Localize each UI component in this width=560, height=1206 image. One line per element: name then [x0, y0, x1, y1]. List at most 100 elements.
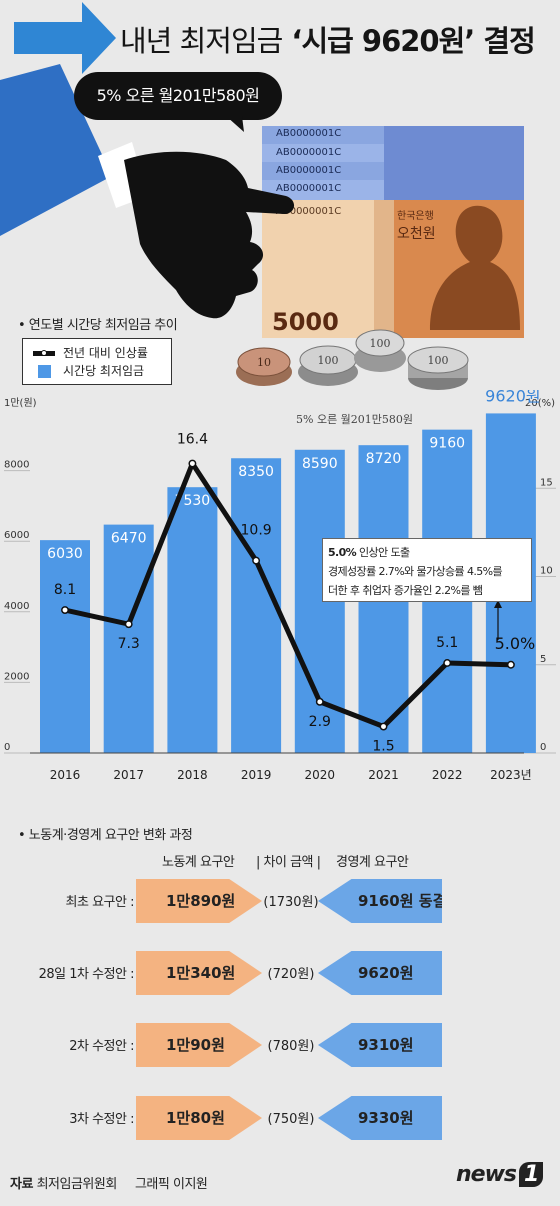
note-name: 오천원: [397, 226, 436, 242]
bar-2018: [167, 487, 218, 753]
note-line1: 인상안 도출: [356, 546, 410, 559]
rate-point-2017: [124, 620, 133, 629]
bar-value-label-2023년: 9620원: [485, 390, 540, 405]
coin-label-4: 100: [428, 354, 449, 367]
rate-point-2023년: [506, 660, 515, 669]
section1-label: • 연도별 시간당 최저임금 추이: [18, 318, 178, 333]
bank-name: 한국은행: [397, 210, 434, 222]
diff-1: (1730원): [263, 895, 319, 910]
labor-arrow-1: 1만890원: [136, 879, 262, 923]
coin-label-1: 10: [257, 356, 271, 369]
bar-value-label-2022: 9160: [429, 436, 465, 452]
right-tick-label-0: 0: [540, 742, 546, 753]
bar-2019: [231, 458, 282, 753]
left-tick-label-0: 0: [4, 742, 10, 753]
x-tick-label-2020: 2020: [305, 768, 336, 782]
labor-arrow-4: 1만80원: [136, 1096, 262, 1140]
hand-illustration: [0, 64, 295, 319]
title-lead: 내년 최저임금: [120, 24, 283, 58]
legend-line-swatch: [33, 350, 55, 356]
speech-bubble: 5% 오른 월201만580원: [74, 72, 282, 120]
graphic-credit: 이지원: [173, 1177, 208, 1192]
bar-value-label-2021: 8720: [366, 451, 402, 467]
rate-point-2016: [61, 606, 69, 614]
news1-logo: news 1: [456, 1162, 544, 1187]
x-tick-label-2016: 2016: [50, 768, 81, 782]
left-tick-label-8000: 8000: [4, 460, 29, 471]
footer-credits: 자료 최저임금위원회 그래픽 이지원: [10, 1173, 208, 1192]
source: 최저임금위원회: [36, 1177, 118, 1192]
left-tick-label-6000: 6000: [4, 530, 29, 541]
graphic-label: 그래픽: [134, 1177, 170, 1192]
legend-label-wage: 시간당 최저임금: [63, 364, 145, 378]
section2-label: • 노동계·경영계 요구안 변화 과정: [18, 828, 193, 843]
bar-value-label-2016: 6030: [47, 546, 83, 562]
note-value: 5000: [272, 308, 339, 336]
x-tick-label-2017: 2017: [113, 768, 144, 782]
row-label-3: 2차 수정안 :: [69, 1039, 134, 1054]
left-tick-label-2000: 2000: [4, 671, 29, 682]
legend-bar-swatch: [38, 365, 51, 378]
x-tick-label-2023년: 2023년: [490, 768, 532, 782]
rate-label-2019: 10.9: [241, 523, 272, 539]
arrow-icon: [14, 2, 116, 74]
rate-label-2016: 8.1: [54, 582, 76, 598]
rate-point-2020: [315, 697, 324, 706]
rate-label-2018: 16.4: [177, 432, 208, 448]
note-pointer-head: [494, 600, 502, 608]
serial-1: AB0000001C: [276, 128, 341, 139]
labor-arrow-2: 1만340원: [136, 951, 262, 995]
serial-4: AB0000001C: [276, 183, 341, 194]
diff-2: (720원): [267, 967, 315, 982]
coins: 10 100 100 100: [236, 329, 469, 390]
legend-item-rate: 전년 대비 인상률: [33, 344, 148, 362]
header-business: 경영계 요구안: [336, 855, 409, 870]
diff-3: (780원): [267, 1039, 315, 1054]
page-title: 내년 최저임금 ‘시급 9620원’ 결정: [120, 18, 536, 60]
title-main: ‘시급 9620원’ 결정: [291, 24, 535, 58]
right-tick-label-15: 15: [540, 477, 553, 488]
left-axis-unit: 1만(원): [4, 397, 37, 409]
chart-watermark: 5% 오른 월201만580원: [296, 413, 413, 426]
logo-number: 1: [519, 1162, 544, 1187]
bar-value-label-2019: 8350: [238, 464, 274, 480]
x-tick-label-2019: 2019: [241, 768, 272, 782]
rate-label-2022: 5.1: [436, 635, 458, 651]
business-arrow-3: 9310원: [318, 1023, 442, 1067]
chart-legend: 전년 대비 인상률 시간당 최저임금: [22, 338, 172, 385]
bar-value-label-2020: 8590: [302, 456, 338, 472]
banknote-stack: [262, 126, 524, 338]
coin-label-3: 100: [370, 337, 391, 350]
bar-value-label-2017: 6470: [111, 531, 147, 547]
right-axis-unit: 20(%): [525, 398, 555, 409]
bar-2016: [40, 540, 90, 753]
rate-label-2021: 1.5: [372, 739, 394, 755]
right-tick-label-10: 10: [540, 566, 553, 577]
rate-point-2019: [252, 556, 261, 565]
diff-4: (750원): [267, 1112, 315, 1127]
x-tick-label-2022: 2022: [432, 768, 463, 782]
rate-point-2018: [188, 459, 197, 468]
rate-label-2020: 2.9: [309, 714, 331, 730]
row-label-1: 최초 요구안 :: [65, 895, 135, 910]
rate-point-2021: [379, 722, 388, 731]
business-arrow-4: 9330원: [318, 1096, 442, 1140]
note-line3: 더한 후 취업자 증가율인 2.2%를 뺌: [328, 584, 483, 597]
header-labor: 노동계 요구안: [162, 855, 235, 870]
coin-label-2: 100: [318, 354, 339, 367]
row-label-4: 3차 수정안 :: [69, 1112, 134, 1127]
row-label-2: 28일 1차 수정안 :: [38, 967, 135, 982]
legend-item-wage: 시간당 최저임금: [33, 362, 144, 380]
left-tick-label-4000: 4000: [4, 601, 29, 612]
rate-label-2017: 7.3: [118, 636, 140, 652]
header-diff: | 차이 금액 |: [256, 855, 321, 870]
rate-line: [64, 461, 511, 730]
serial-5: AB0000001C: [276, 206, 341, 217]
labor-arrow-3: 1만90원: [136, 1023, 262, 1067]
bar-value-label-2018: 7530: [175, 493, 211, 509]
source-label: 자료: [10, 1177, 33, 1192]
business-arrow-2: 9620원: [318, 951, 442, 995]
header-illustration: AB0000001C AB0000001C AB0000001C AB00000…: [0, 2, 524, 390]
note-line2: 경제성장률 2.7%와 물가상승률 4.5%를: [328, 565, 503, 578]
x-tick-label-2021: 2021: [368, 768, 399, 782]
